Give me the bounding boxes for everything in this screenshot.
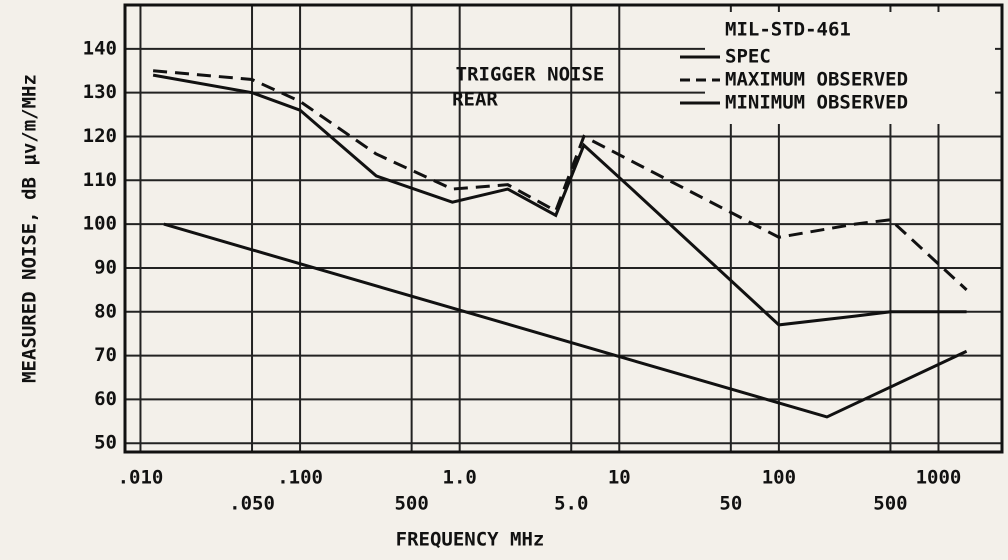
x-tick-label: 5.0 xyxy=(554,493,588,515)
y-tick-label: 110 xyxy=(83,169,117,191)
x-tick-label: .010 xyxy=(118,467,164,489)
x-tick-label: 100 xyxy=(762,467,796,489)
y-tick-label: 60 xyxy=(94,388,117,410)
legend-label: SPEC xyxy=(725,46,771,68)
y-tick-label: 80 xyxy=(94,300,117,322)
annotation: TRIGGER NOISE xyxy=(456,64,605,86)
legend-label: MAXIMUM OBSERVED xyxy=(725,69,908,91)
x-axis-label: FREQUENCY MHz xyxy=(396,529,545,551)
legend-title: MIL-STD-461 xyxy=(725,19,851,41)
legend-label: MINIMUM OBSERVED xyxy=(725,92,908,114)
x-tick-label: 50 xyxy=(719,493,742,515)
x-tick-label: 10 xyxy=(608,467,631,489)
y-tick-label: 130 xyxy=(83,81,117,103)
y-tick-label: 100 xyxy=(83,213,117,235)
series-line xyxy=(163,222,968,419)
x-tick-label: 1000 xyxy=(916,467,962,489)
x-tick-label: .100 xyxy=(277,467,323,489)
plot-frame xyxy=(123,3,1004,454)
x-tick-label: 500 xyxy=(873,493,907,515)
annotation: REAR xyxy=(452,89,498,111)
y-tick-label: 140 xyxy=(83,37,117,59)
series-line xyxy=(152,69,968,291)
x-tick-label: .050 xyxy=(229,493,275,515)
series-line xyxy=(152,73,967,327)
legend-box xyxy=(705,12,995,124)
y-axis-label: MEASURED NOISE, dB μv/m/MHz xyxy=(19,74,41,383)
y-tick-label: 90 xyxy=(94,256,117,278)
y-tick-label: 120 xyxy=(83,125,117,147)
x-tick-label: 500 xyxy=(394,493,428,515)
y-tick-label: 70 xyxy=(94,344,117,366)
y-tick-label: 50 xyxy=(94,432,117,454)
x-tick-label: 1.0 xyxy=(443,467,477,489)
